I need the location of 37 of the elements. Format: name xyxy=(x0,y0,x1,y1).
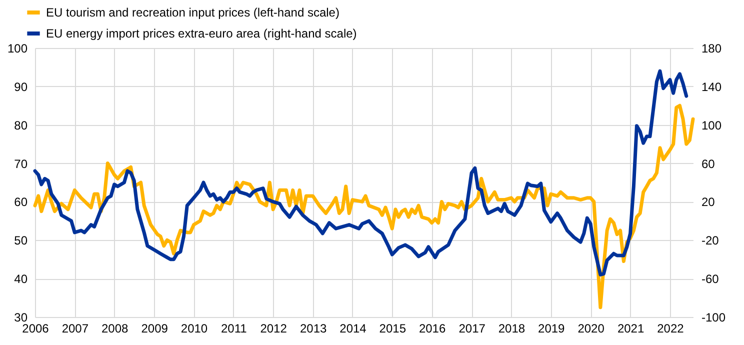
x-tick-label: 2008 xyxy=(101,322,128,336)
y-tick-label: 100 xyxy=(7,42,28,56)
y2-tick-label: -20 xyxy=(702,234,720,248)
x-tick-label: 2017 xyxy=(458,322,486,336)
legend-label: EU tourism and recreation input prices (left-hand scale) xyxy=(46,6,340,20)
y-tick-label: 60 xyxy=(14,195,28,210)
x-tick-label: 2021 xyxy=(617,322,644,336)
y-tick-label: 80 xyxy=(14,118,28,132)
x-tick-label: 2012 xyxy=(260,322,288,336)
y2-tick-label: 140 xyxy=(702,80,722,94)
x-tick-label: 2010 xyxy=(180,322,208,336)
x-tick-label: 2007 xyxy=(62,322,89,336)
x-tick-label: 2014 xyxy=(340,322,367,336)
y2-tick-label: 20 xyxy=(702,195,716,210)
line-series xyxy=(33,104,695,310)
y-tick-label: 30 xyxy=(14,310,28,324)
y-tick-label: 90 xyxy=(14,80,28,94)
x-tick-label: 2019 xyxy=(538,322,566,336)
y-tick-label: 50 xyxy=(14,234,28,248)
line-series xyxy=(33,69,688,276)
x-tick-label: 2015 xyxy=(379,322,406,336)
x-tick-label: 2018 xyxy=(498,322,526,336)
x-tick-label: 2011 xyxy=(220,322,248,336)
legend-label: EU energy import prices extra-euro area (right-hand scale) xyxy=(46,26,357,40)
y2-tick-label: -100 xyxy=(702,310,726,324)
y2-tick-label: -60 xyxy=(702,272,720,286)
x-tick-label: 2022 xyxy=(657,322,684,336)
y2-tick-label: 100 xyxy=(702,118,722,132)
y2-tick-label: 60 xyxy=(702,156,716,171)
y-tick-label: 40 xyxy=(14,272,28,286)
x-tick-label: 2006 xyxy=(22,322,50,336)
x-tick-label: 2020 xyxy=(578,322,605,336)
x-tick-label: 2016 xyxy=(418,322,446,336)
x-tick-label: 2013 xyxy=(300,322,327,336)
y2-tick-label: 180 xyxy=(702,42,722,56)
x-tick-label: 2009 xyxy=(141,322,168,336)
y-tick-label: 70 xyxy=(14,156,28,171)
